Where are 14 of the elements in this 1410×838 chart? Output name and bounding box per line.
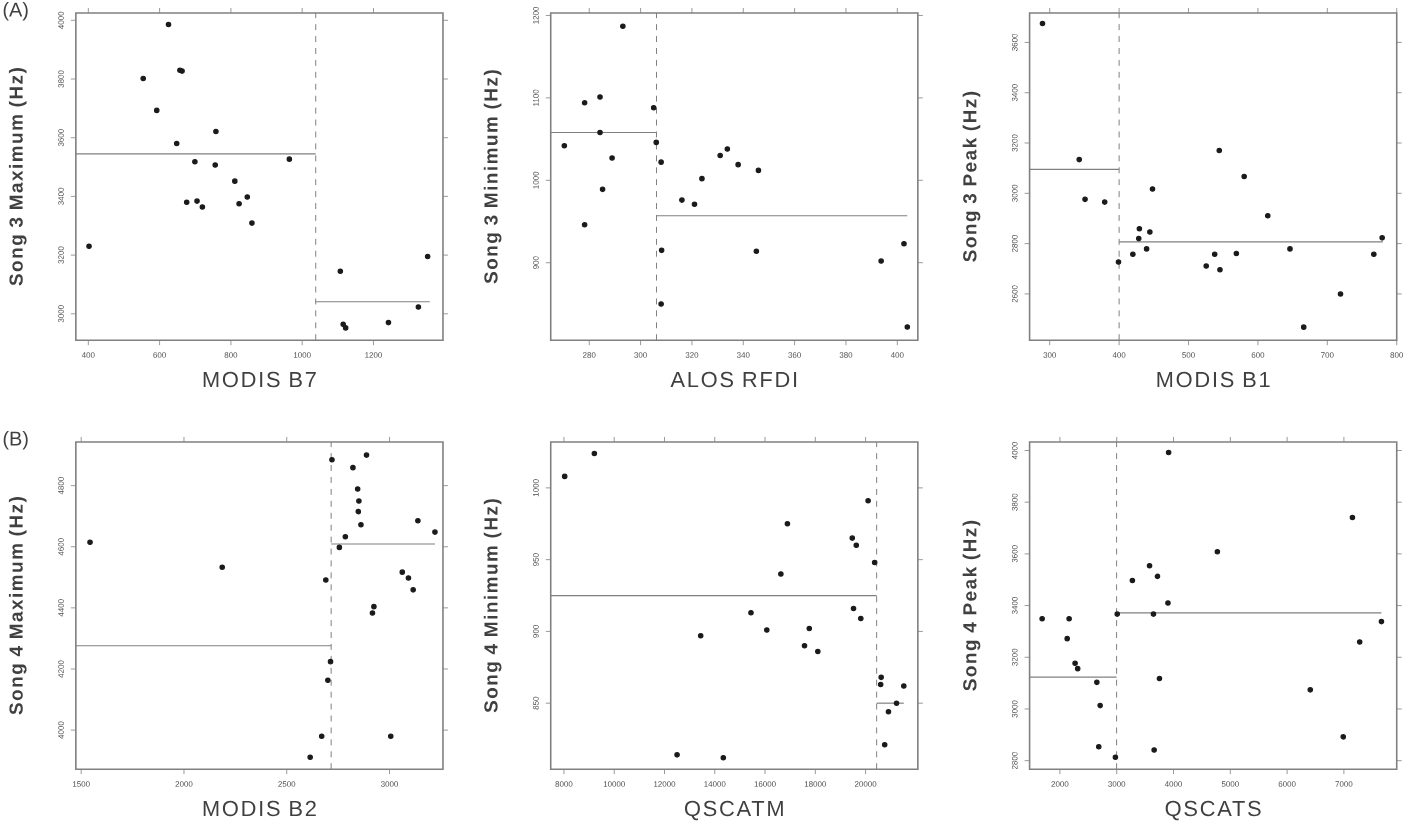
- text: (A): [3, 2, 28, 22]
- y-axis-title: Song 3 Peak (Hz): [962, 92, 981, 263]
- y-axis-title: Song 3 Minimum (Hz): [483, 70, 502, 284]
- text: (B): [3, 431, 28, 451]
- y-axis-title: Song 4 Peak (Hz): [962, 521, 981, 692]
- x-axis-title: ALOS RFDI: [670, 372, 797, 388]
- x-axis-title: QSCATS: [1165, 801, 1261, 821]
- y-axis-title: Song 4 Maximum (Hz): [8, 497, 27, 715]
- x-axis-title: MODIS B7: [203, 372, 316, 388]
- x-axis-title: MODIS B2: [203, 801, 316, 817]
- y-axis-title: Song 4 Minimum (Hz): [483, 499, 502, 713]
- y-axis-title: Song 3 Maximum (Hz): [8, 68, 27, 286]
- x-axis-title: MODIS B1: [1157, 372, 1270, 388]
- x-axis-title: QSCATM: [684, 801, 783, 821]
